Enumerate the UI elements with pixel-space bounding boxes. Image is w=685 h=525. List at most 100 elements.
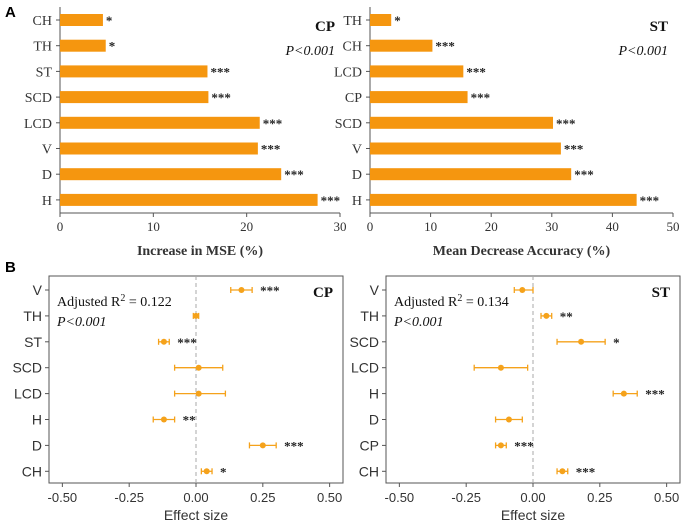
y-tick-label: D (32, 437, 42, 453)
y-tick-label: D (352, 168, 362, 183)
point-estimate (519, 287, 526, 293)
significance-label: *** (211, 90, 231, 105)
y-tick-label: H (42, 194, 52, 209)
bar (60, 14, 103, 26)
bar (60, 193, 318, 206)
significance-label: *** (640, 193, 660, 208)
x-tick-label: 0.50 (317, 490, 342, 505)
forest-plot-st: -0.50 -0.25 0.00 0.25 0.50 Effect size V TH ** SC… (349, 275, 681, 523)
y-tick-label: ST (24, 334, 42, 350)
y-tick-label: LCD (334, 65, 362, 80)
y-tick-label: V (352, 143, 362, 158)
significance-label: *** (210, 64, 230, 79)
x-tick-label: 0.00 (520, 490, 545, 505)
bar (370, 116, 554, 129)
p-value-label: P<0.001 (618, 44, 669, 59)
y-tick-label: TH (360, 308, 379, 324)
significance-label: * (394, 13, 401, 28)
x-tick-label: -0.50 (385, 490, 415, 505)
y-tick-label: CP (345, 91, 362, 106)
significance-label: *** (177, 335, 197, 350)
y-tick-label: SCD (349, 334, 379, 350)
y-tick-label: CH (343, 40, 362, 55)
y-tick-label: H (32, 412, 42, 428)
significance-label: * (220, 464, 227, 479)
x-tick-label: 0.25 (250, 490, 275, 505)
point-estimate (497, 364, 504, 371)
point-estimate (578, 338, 585, 345)
point-estimate (543, 312, 550, 319)
p-value-label: P<0.001 (56, 315, 107, 330)
significance-label: * (106, 13, 113, 28)
y-tick-label: D (42, 168, 52, 183)
significance-label: * (613, 335, 620, 350)
bar (370, 65, 464, 78)
p-value-label: P<0.001 (393, 315, 444, 330)
x-tick-label: 0 (57, 219, 64, 234)
y-tick-label: V (33, 282, 43, 298)
bar-chart-cp: 0 10 20 30 CH * TH * ST *** SCD *** LCD *** V *** D *** H *… (24, 7, 347, 259)
y-tick-label: D (369, 412, 379, 428)
point-estimate (160, 416, 167, 423)
y-tick-label: SCD (12, 360, 42, 376)
point-estimate (193, 312, 199, 319)
x-tick-label: 0.50 (654, 490, 679, 505)
point-estimate (238, 287, 245, 293)
significance-label: *** (261, 142, 281, 157)
x-tick-label: 40 (606, 219, 619, 234)
significance-label: *** (284, 438, 304, 453)
point-estimate (505, 416, 512, 423)
point-estimate (559, 468, 566, 475)
significance-label: *** (263, 116, 283, 131)
significance-label: *** (514, 438, 534, 453)
y-tick-label: TH (343, 14, 362, 29)
x-tick-label: 10 (424, 219, 437, 234)
bar (60, 39, 106, 52)
p-value-label: P<0.001 (285, 44, 336, 59)
y-tick-label: CH (33, 14, 52, 29)
bar (60, 116, 260, 129)
x-axis-title: Increase in MSE (%) (137, 244, 263, 259)
chart-title: CP (313, 285, 333, 301)
adjusted-r2-label: Adjusted R2 = 0.134 (394, 293, 509, 310)
y-tick-label: LCD (351, 360, 379, 376)
point-estimate (497, 442, 504, 449)
x-axis-title: Effect size (164, 507, 229, 523)
bar (370, 168, 572, 181)
significance-label: *** (564, 142, 584, 157)
x-tick-label: -0.25 (114, 490, 144, 505)
y-tick-label: H (369, 386, 379, 402)
x-axis-title: Mean Decrease Accuracy (%) (433, 244, 611, 259)
significance-label: *** (321, 193, 341, 208)
bar (60, 168, 282, 181)
bar (60, 91, 209, 104)
y-tick-label: TH (33, 40, 52, 55)
x-tick-label: -0.50 (48, 490, 78, 505)
y-tick-label: LCD (24, 117, 52, 132)
significance-label: *** (574, 167, 594, 182)
x-tick-label: 0 (367, 219, 374, 234)
chart-title: ST (652, 285, 670, 301)
y-tick-label: TH (23, 308, 42, 324)
bar (370, 142, 561, 155)
x-axis-title: Effect size (501, 507, 566, 523)
y-tick-label: V (370, 282, 380, 298)
significance-label: *** (645, 387, 665, 402)
panel-label-a: A (5, 4, 16, 21)
bar (60, 142, 258, 155)
y-tick-label: SCD (335, 117, 362, 132)
bar (370, 193, 637, 206)
y-tick-label: H (352, 194, 362, 209)
point-estimate (195, 364, 202, 371)
y-tick-label: ST (36, 65, 53, 80)
x-tick-label: 0.00 (183, 490, 208, 505)
y-tick-label: V (42, 143, 52, 158)
point-estimate (203, 468, 210, 475)
x-tick-label: 10 (147, 219, 160, 234)
significance-label: *** (284, 167, 304, 182)
significance-label: ** (183, 413, 196, 428)
x-tick-label: 30 (545, 219, 558, 234)
point-estimate (195, 390, 202, 397)
